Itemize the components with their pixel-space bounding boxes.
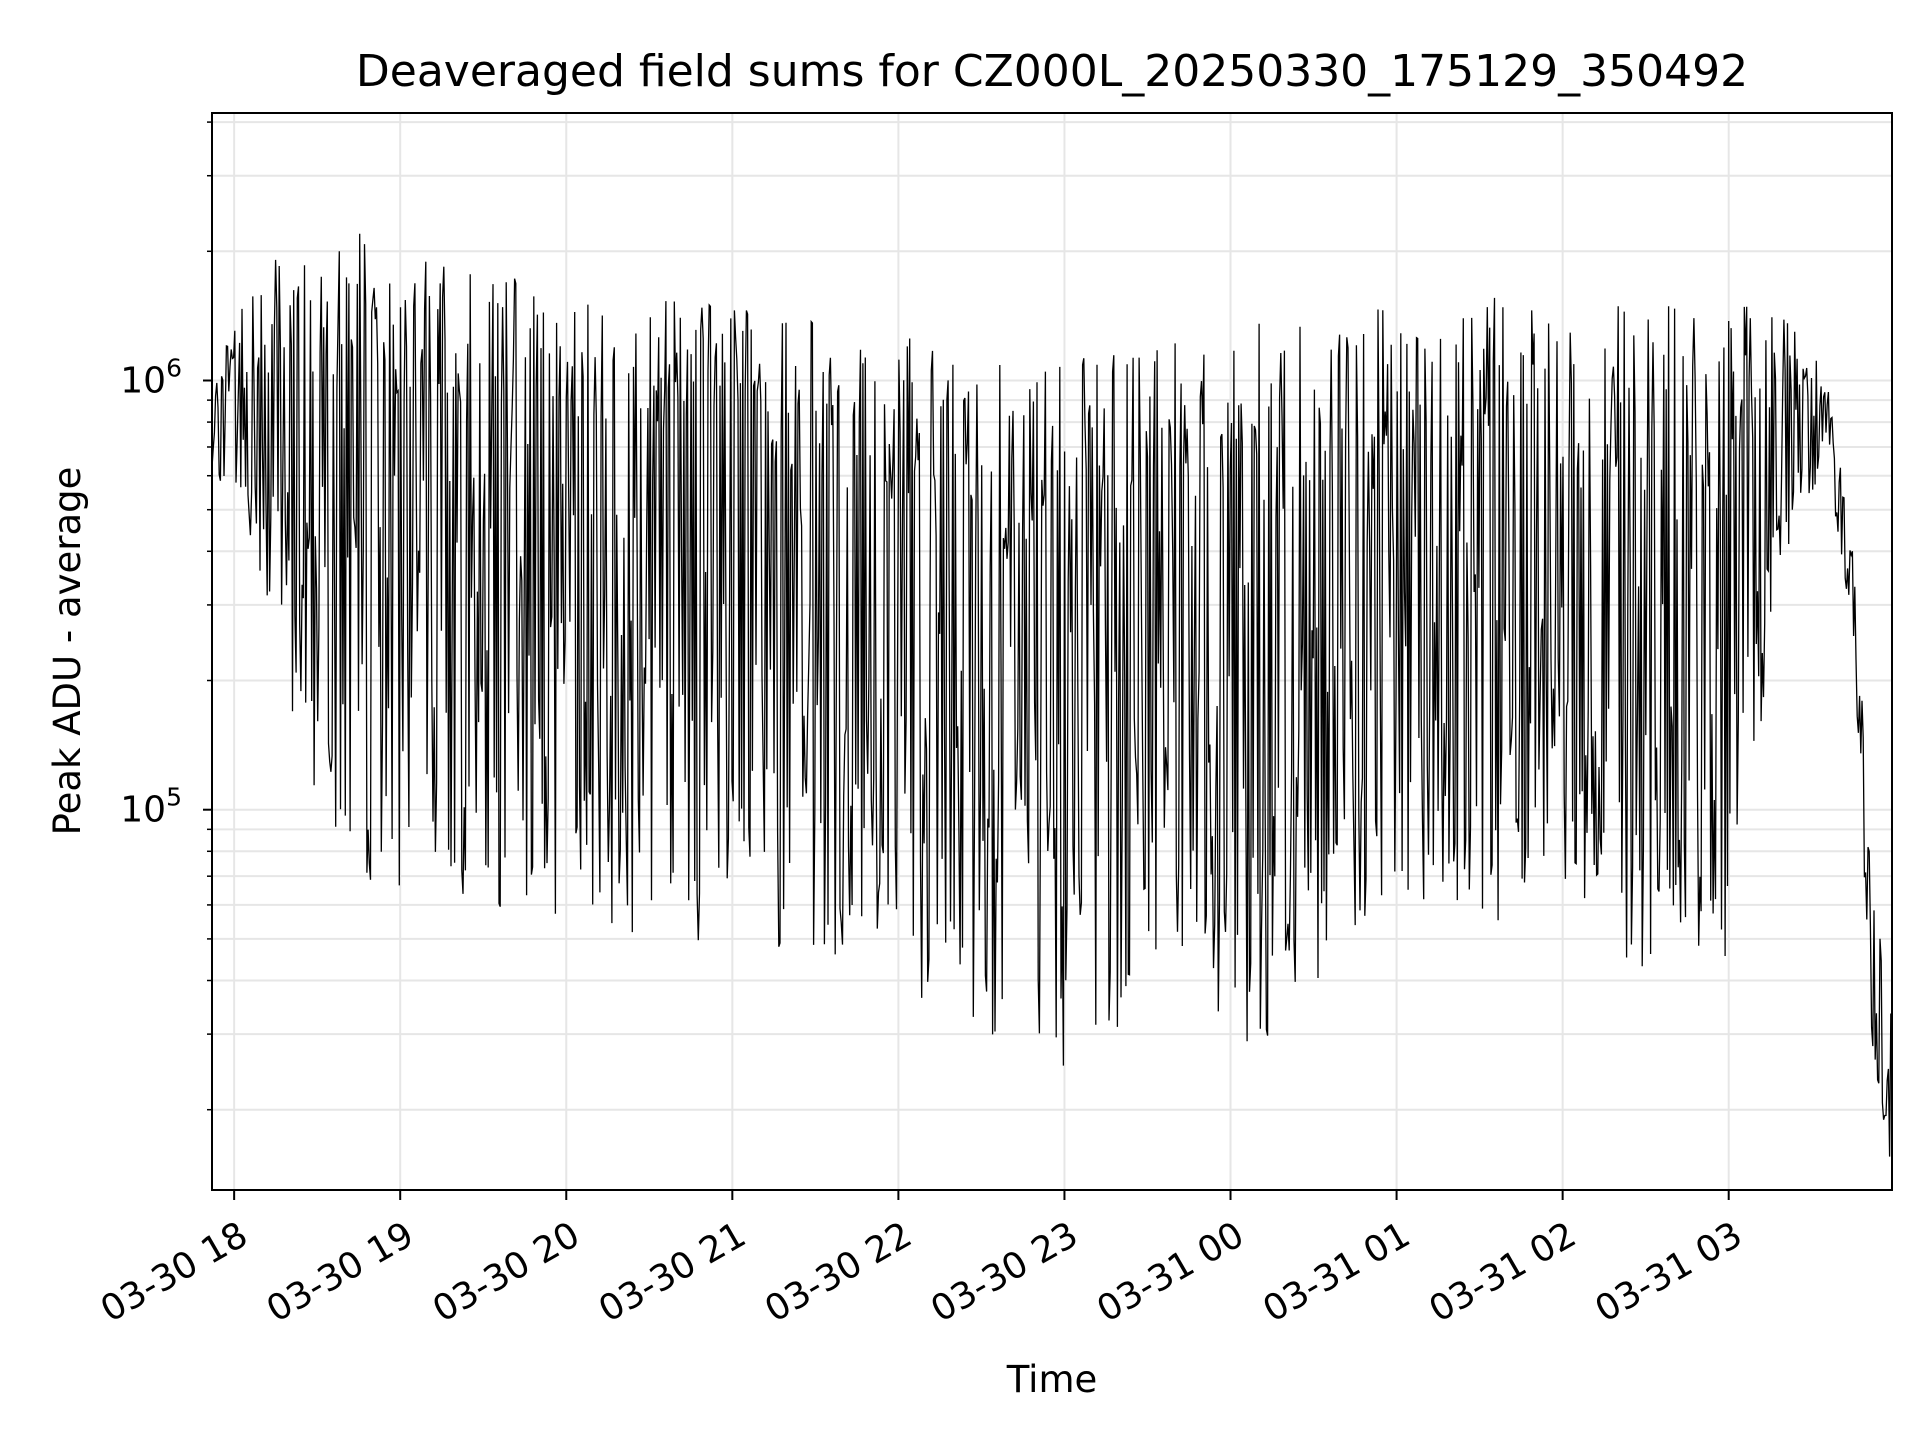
x-tick-label: 03-31 00 bbox=[1090, 1214, 1251, 1330]
x-tick-label: 03-31 03 bbox=[1589, 1214, 1750, 1330]
x-tick-label: 03-30 22 bbox=[758, 1214, 919, 1330]
data-layer bbox=[211, 233, 1893, 1157]
series-line bbox=[211, 233, 1893, 1157]
x-tick-label: 03-30 19 bbox=[260, 1214, 421, 1330]
y-tick-exponent: 6 bbox=[166, 354, 182, 383]
y-tick-exponent: 5 bbox=[166, 783, 182, 812]
x-axis-label: Time bbox=[1006, 1358, 1098, 1401]
chart-title: Deaveraged field sums for CZ000L_2025033… bbox=[356, 46, 1748, 97]
x-tick-label: 03-31 01 bbox=[1256, 1214, 1417, 1330]
plot-frame bbox=[211, 112, 1893, 1191]
plot-area-background bbox=[212, 113, 1892, 1190]
x-tick-label: 03-31 02 bbox=[1422, 1214, 1583, 1330]
y-tick-label: 105 bbox=[120, 783, 182, 831]
x-tick-label: 03-30 21 bbox=[592, 1214, 753, 1330]
y-tick-base: 10 bbox=[120, 790, 166, 831]
y-tick-base: 10 bbox=[120, 361, 166, 402]
y-axis-label: Peak ADU - average bbox=[46, 467, 89, 836]
x-tick-label: 03-30 23 bbox=[924, 1214, 1085, 1330]
x-tick-label: 03-30 20 bbox=[426, 1214, 587, 1330]
y-tick-label: 106 bbox=[120, 354, 182, 402]
x-tick-label: 03-30 18 bbox=[94, 1214, 255, 1330]
